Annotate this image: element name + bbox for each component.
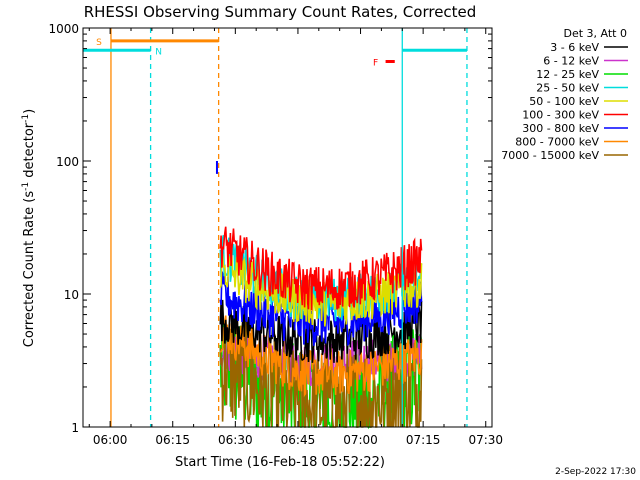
legend-label-6: 300 - 800 keV: [522, 122, 599, 135]
y-label-part-3: ): [22, 109, 37, 114]
legend-label-3: 25 - 50 keV: [536, 82, 599, 95]
x-tick-label-0: 06:00: [93, 433, 128, 447]
axis-ticks: 06:00 06:15 06:30 06:45 07:00 07:15 07:30 1 10 10…: [48, 22, 503, 447]
y-tick-label-0: 1: [71, 421, 79, 435]
legend-label-0: 3 - 6 keV: [550, 41, 599, 54]
series-line-8: [219, 318, 423, 428]
legend-label-7: 800 - 7000 keV: [515, 136, 599, 149]
series-line-0: [219, 299, 423, 363]
chart-title: RHESSI Observing Summary Count Rates, Co…: [84, 3, 477, 21]
annotation-label-0: S: [96, 38, 102, 48]
series-line-7: [220, 315, 423, 398]
plot-frame: [82, 27, 493, 428]
x-tick-label-5: 07:15: [406, 433, 441, 447]
y-tick-label-2: 100: [56, 155, 79, 169]
y-tick-label-3: 1000: [48, 22, 79, 36]
x-tick-label-3: 06:45: [281, 433, 316, 447]
footer-date: 2-Sep-2022 17:30: [555, 467, 636, 477]
legend-label-4: 50 - 100 keV: [529, 95, 599, 108]
annotation-label-2: F: [373, 58, 378, 68]
y-tick-label-1: 10: [64, 288, 79, 302]
y-axis-label: Corrected Count Rate (s-1 detector-1): [21, 109, 37, 347]
legend-label-2: 12 - 25 keV: [536, 68, 599, 81]
annotation-label-1: N: [155, 47, 162, 57]
y-label-part-1: Corrected Count Rate (s: [22, 191, 37, 348]
y-label-part-2: detector: [22, 122, 37, 182]
y-label-sup-1: -1: [21, 182, 31, 191]
x-tick-label-4: 07:00: [343, 433, 378, 447]
series-line-5: [219, 226, 423, 311]
x-tick-label-6: 07:30: [468, 433, 503, 447]
y-label-sup-2: -1: [21, 114, 31, 123]
plot-area: S N F: [83, 28, 468, 430]
legend-title: Det 3, Att 0: [564, 27, 628, 40]
x-tick-label-2: 06:30: [218, 433, 253, 447]
x-tick-label-1: 06:15: [155, 433, 190, 447]
x-axis-label: Start Time (16-Feb-18 05:52:22): [175, 455, 385, 470]
legend-label-8: 7000 - 15000 keV: [501, 149, 599, 162]
legend-label-1: 6 - 12 keV: [543, 55, 599, 68]
legend-label-5: 100 - 300 keV: [522, 109, 599, 122]
